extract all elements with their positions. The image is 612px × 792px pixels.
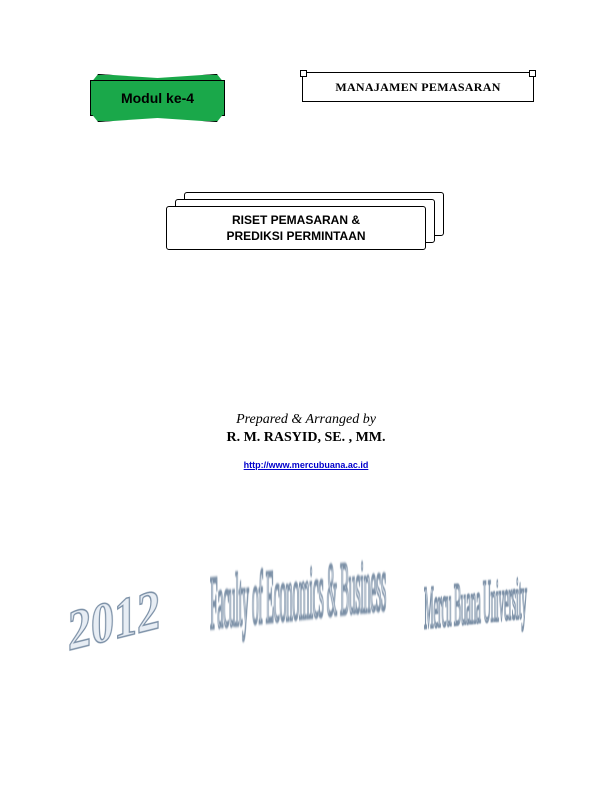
banner-faculty: Faculty of Economics & Business [210,558,386,645]
course-title-box: MANAJAMEN PEMASARAN [302,72,534,102]
module-label: Modul ke-4 [121,90,194,106]
topic-card-front: RISET PEMASARAN & PREDIKSI PERMINTAAN [166,206,426,250]
module-ribbon: Modul ke-4 [90,74,225,122]
banner-faculty-group: Faculty of Economics & Business [210,558,386,645]
topic-line-2: PREDIKSI PERMINTAAN [226,228,365,244]
author-name: R. M. RASYID, SE. , MM. [0,430,612,446]
banner-year-group: 2012 [68,577,160,663]
banner-university-group: Mercu Buana University [424,566,527,642]
course-title: MANAJAMEN PEMASARAN [335,80,500,95]
ribbon-wave-bottom [90,112,225,122]
ribbon-body: Modul ke-4 [90,80,225,116]
topic-card-stack: RISET PEMASARAN & PREDIKSI PERMINTAAN [166,192,446,250]
credits-block: Prepared & Arranged by R. M. RASYID, SE.… [0,412,612,470]
prepared-by-label: Prepared & Arranged by [0,412,612,428]
footer-banner: 2012 Faculty of Economics & Business Mer… [58,558,556,698]
banner-university: Mercu Buana University [424,566,527,642]
banner-year: 2012 [68,577,160,663]
site-url[interactable]: http://www.mercubuana.ac.id [0,460,612,470]
topic-line-1: RISET PEMASARAN & [232,212,360,228]
